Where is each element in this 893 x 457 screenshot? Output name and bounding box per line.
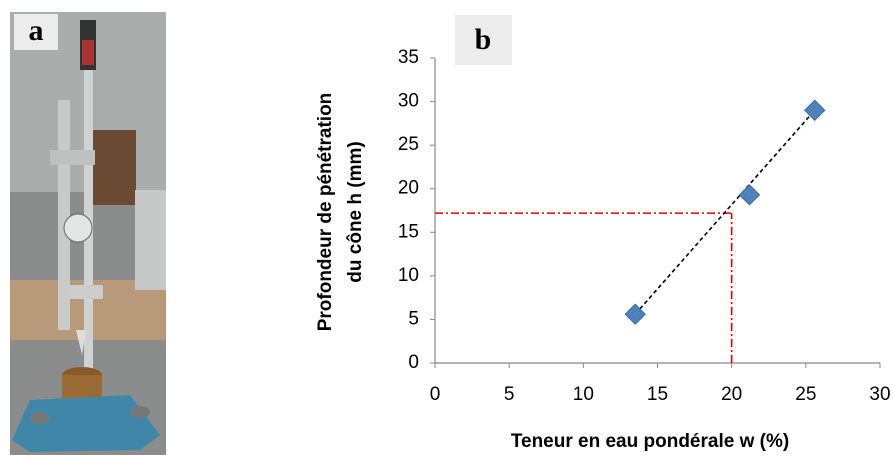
point [624,303,646,325]
y-tick-label: 15 [398,221,419,242]
x-tick-label: 10 [573,384,594,405]
panel-label-box [14,14,58,50]
y-tick-label: 25 [398,134,419,155]
x-tick-label: 5 [504,384,515,405]
y-tick-label: 20 [398,178,419,199]
y-tick-label: 35 [398,47,419,68]
y-tick-label: 0 [408,352,419,373]
point [804,99,826,121]
y-tick-label: 10 [398,265,419,286]
x-tick-label: 0 [430,384,441,405]
point [738,184,761,206]
panel-label-box [455,15,512,65]
x-tick-label: 15 [647,384,668,405]
x-tick-label: 25 [795,384,816,405]
y-tick-label: 5 [408,308,419,329]
y-axis-label: Profondeur de pénétration [315,93,336,332]
panel-label: b [475,23,492,56]
y-tick-label: 30 [398,91,419,112]
x-tick-label: 20 [721,384,742,405]
panel-label: a [29,14,44,47]
y-axis-label: du cône h (mm) [345,141,366,282]
photo [10,12,166,455]
trendline [634,109,816,315]
x-tick-label: 30 [869,384,890,405]
x-axis-label: Teneur en eau pondérale w (%) [511,431,789,452]
